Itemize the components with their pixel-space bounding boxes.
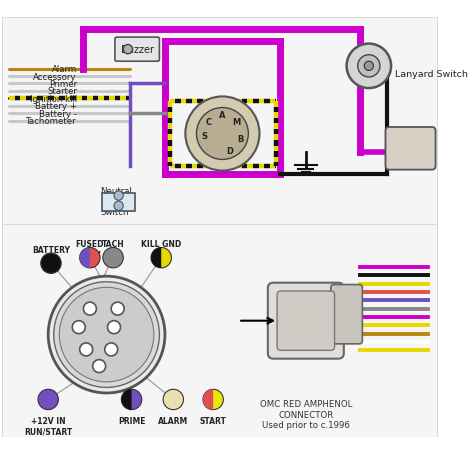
Wedge shape [203,389,213,410]
Text: Tachometer
Connector: Tachometer Connector [385,137,436,157]
Circle shape [108,321,120,334]
Text: KILL GND: KILL GND [141,240,182,248]
Circle shape [196,108,248,160]
Circle shape [346,45,391,89]
Circle shape [72,321,85,334]
Text: A: A [219,111,226,120]
Text: TACH: TACH [102,240,125,248]
Wedge shape [121,389,132,410]
FancyBboxPatch shape [277,291,335,350]
Circle shape [364,62,374,71]
Text: M: M [232,118,241,127]
Text: Accessory: Accessory [34,72,77,81]
Wedge shape [80,248,90,268]
Bar [2,225,438,438]
Text: +12V IN
RUN/START: +12V IN RUN/START [24,416,73,435]
Circle shape [38,389,58,410]
Text: Alarm: Alarm [52,65,77,74]
Circle shape [114,202,123,211]
Circle shape [80,248,100,268]
Circle shape [93,360,106,373]
Text: OMC RED AMPHENOL
CONNECTOR
Used prior to c.1996: OMC RED AMPHENOL CONNECTOR Used prior to… [260,399,352,430]
Text: Buzzer: Buzzer [121,45,154,55]
Text: Tachometer: Tachometer [26,117,77,126]
Text: Battery -: Battery - [39,109,77,118]
Circle shape [185,97,259,171]
Text: C: C [205,118,211,127]
FancyBboxPatch shape [268,283,344,359]
Text: S: S [201,131,207,140]
Circle shape [103,248,123,268]
Wedge shape [151,248,161,268]
Circle shape [203,389,223,410]
FancyBboxPatch shape [115,38,159,62]
Text: Lanyard Switch: Lanyard Switch [395,70,468,79]
Text: Neutral
Safety
Switch: Neutral Safety Switch [100,187,132,217]
Text: ALARM: ALARM [158,416,189,425]
Circle shape [59,288,154,382]
Text: START: START [200,416,227,425]
Text: Starter: Starter [47,87,77,96]
Text: D: D [227,147,234,156]
Text: PRIME: PRIME [118,416,146,425]
Circle shape [54,282,159,388]
Circle shape [41,253,61,274]
Text: BATTERY
NEG: BATTERY NEG [32,245,70,264]
Circle shape [80,343,93,356]
Circle shape [114,192,123,201]
Circle shape [163,389,183,410]
Circle shape [123,46,133,55]
Bar [2,18,438,227]
Bar [102,193,135,212]
Text: B: B [237,135,244,143]
Text: FUSED
+12V: FUSED +12V [76,240,104,259]
Circle shape [105,343,118,356]
Text: Ignition kill: Ignition kill [30,95,77,104]
Circle shape [48,277,165,393]
FancyBboxPatch shape [385,128,436,170]
Circle shape [121,389,142,410]
FancyBboxPatch shape [331,285,362,344]
Circle shape [358,56,380,78]
Circle shape [83,303,96,315]
Circle shape [151,248,172,268]
Text: Battery +: Battery + [35,102,77,111]
Text: Primer: Primer [49,80,77,89]
Circle shape [111,303,124,315]
